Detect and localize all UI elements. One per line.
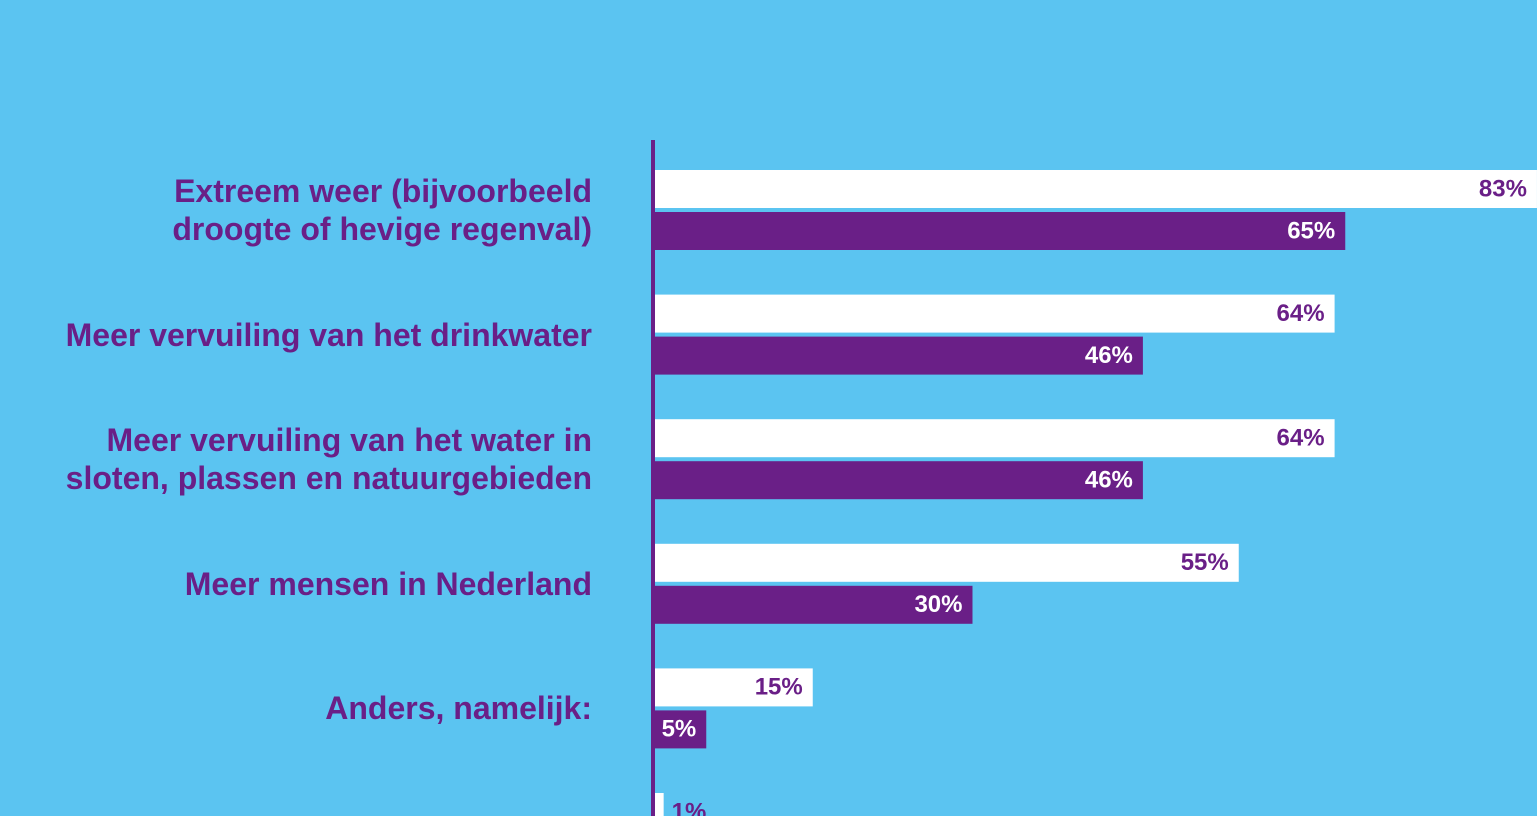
value-label: 46% [1085,342,1133,369]
category-label: Meer mensen in Nederland [184,565,592,602]
value-label: 15% [755,674,803,701]
bar [653,585,973,624]
bar [653,294,1335,333]
bar [653,793,664,816]
bar [653,461,1143,500]
bar [653,419,1335,458]
value-label: 83% [1479,175,1527,202]
value-label: 55% [1181,549,1229,576]
category-label: Anders, namelijk: [325,690,592,727]
value-label: 64% [1277,300,1325,327]
value-label: 64% [1277,425,1325,452]
bar [653,170,1537,208]
category-label: Meer vervuiling van het drinkwater [65,316,592,353]
value-label: 1% [672,798,707,816]
value-label: 30% [914,591,962,618]
category-label: Meer vervuiling van het water in sloten,… [65,422,592,497]
bar [653,212,1346,250]
category-label: Extreem weer (bijvoorbeeld droogte of he… [172,173,592,247]
bar [653,336,1143,375]
value-label: 5% [662,716,697,743]
bar [653,710,707,749]
bar [653,543,1239,582]
value-label: 46% [1085,467,1133,494]
bar [653,668,813,707]
value-label: 65% [1287,217,1335,244]
